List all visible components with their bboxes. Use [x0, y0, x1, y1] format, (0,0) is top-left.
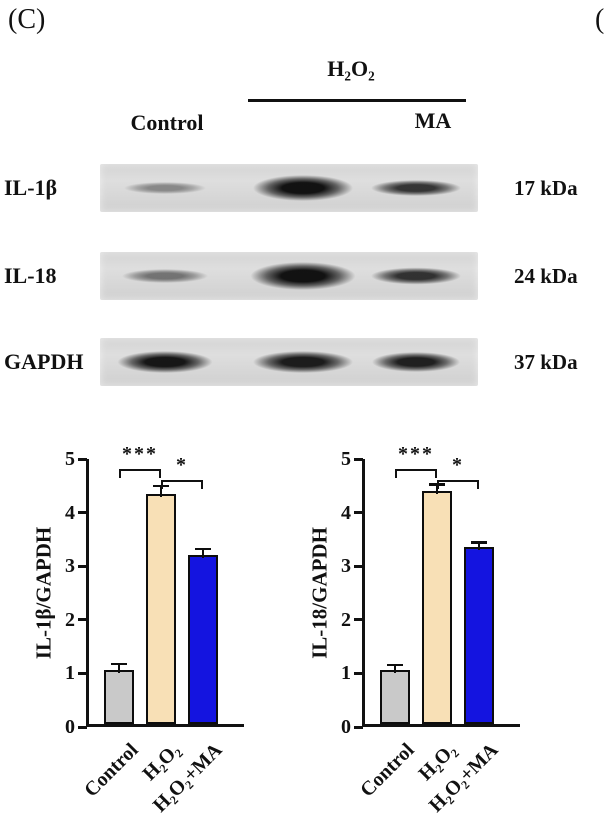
significance-bracket: [119, 468, 161, 478]
y-axis-tick-label: 0: [341, 716, 351, 738]
error-bar-cap: [195, 547, 211, 550]
error-bar-cap: [387, 663, 403, 667]
blot-row-gapdh: GAPDH 37 kDa: [0, 338, 605, 386]
x-axis-label: Control: [80, 739, 143, 802]
protein-band: [253, 175, 353, 201]
protein-band: [371, 267, 461, 285]
y-axis-tick: [354, 511, 363, 515]
y-axis-tick: [354, 671, 363, 675]
y-axis-tick-label: 0: [65, 716, 75, 738]
error-bar: [201, 548, 205, 559]
protein-band: [122, 269, 208, 283]
blot-row-il18: IL-18 24 kDa: [0, 252, 605, 300]
y-axis-tick-label: 2: [341, 608, 351, 631]
bar: [422, 490, 452, 724]
western-blot-strip: [100, 164, 478, 212]
error-bar: [159, 485, 163, 497]
error-bar: [393, 664, 397, 674]
protein-band: [124, 182, 206, 194]
y-axis-tick: [78, 671, 87, 675]
y-axis-tick-label: 2: [65, 608, 75, 631]
molecular-weight-label: 37 kDa: [514, 349, 578, 374]
protein-band: [117, 351, 213, 373]
y-axis-tick-label: 1: [65, 662, 75, 685]
lane-label-ma: MA: [414, 108, 452, 133]
bar-chart-il1b-gapdh: IL-1β/GAPDH 0 1 2 3 4 5 Control H₂O₂ H₂O₂+MA *** *: [24, 443, 296, 831]
y-axis-tick-label: 5: [65, 448, 75, 470]
bar: [188, 555, 218, 724]
significance-label: ***: [398, 442, 434, 465]
significance-bracket: [395, 468, 437, 478]
treatment-group-header: H₂O₂: [327, 56, 375, 81]
error-bar-cap: [111, 662, 127, 666]
protein-band: [371, 180, 461, 196]
y-axis-tick: [354, 618, 363, 622]
y-axis-tick-label: 1: [341, 662, 351, 685]
significance-bracket: [437, 480, 479, 490]
blot-row-il1b: IL-1β 17 kDa: [0, 164, 605, 212]
molecular-weight-label: 17 kDa: [514, 175, 578, 200]
y-axis-tick: [78, 725, 87, 729]
y-axis-tick: [78, 457, 87, 461]
y-axis-tick: [78, 618, 87, 622]
y-axis-tick-label: 4: [65, 501, 75, 524]
lane-label-control: Control: [130, 110, 204, 135]
bar: [464, 547, 494, 724]
bar-chart-il18-gapdh: IL-18/GAPDH 0 1 2 3 4 5 Control H₂O₂ H₂O₂+MA *** *: [300, 443, 572, 831]
treatment-group-underline: [248, 99, 466, 102]
y-axis-tick-label: 3: [341, 555, 351, 578]
y-axis-tick: [354, 725, 363, 729]
y-axis-label: IL-18/GAPDH: [307, 527, 332, 659]
significance-label: *: [452, 454, 464, 477]
plot-area: 0 1 2 3 4 5 Control H₂O₂ H₂O₂+MA *** *: [65, 443, 244, 817]
western-blot-strip: [100, 338, 478, 386]
y-axis-tick: [354, 457, 363, 461]
significance-bracket: [161, 480, 203, 490]
y-axis-tick-label: 5: [341, 448, 351, 470]
y-axis-tick-label: 3: [65, 555, 75, 578]
error-bar: [477, 542, 481, 551]
error-bar: [117, 663, 121, 674]
y-axis-tick: [354, 564, 363, 568]
error-bar-cap: [471, 541, 487, 544]
y-axis-tick-label: 4: [341, 501, 351, 524]
protein-label: IL-18: [4, 263, 57, 288]
molecular-weight-label: 24 kDa: [514, 263, 578, 288]
plot-area: 0 1 2 3 4 5 Control H₂O₂ H₂O₂+MA *** *: [341, 443, 520, 817]
adjacent-panel-label: (: [595, 4, 605, 35]
protein-label: GAPDH: [4, 349, 84, 374]
protein-band: [253, 351, 353, 373]
protein-band: [250, 262, 356, 290]
western-blot-strip: [100, 252, 478, 300]
bar: [380, 670, 410, 724]
bar: [104, 670, 134, 724]
protein-band: [372, 352, 460, 372]
significance-label: ***: [122, 442, 158, 465]
y-axis-tick: [78, 564, 87, 568]
significance-label: *: [176, 454, 188, 477]
protein-label: IL-1β: [4, 175, 58, 200]
y-axis-label: IL-1β/GAPDH: [31, 526, 56, 660]
x-axis-label: Control: [356, 739, 419, 802]
bar: [146, 493, 176, 724]
panel-label: (C): [8, 4, 46, 35]
y-axis-tick: [78, 511, 87, 515]
